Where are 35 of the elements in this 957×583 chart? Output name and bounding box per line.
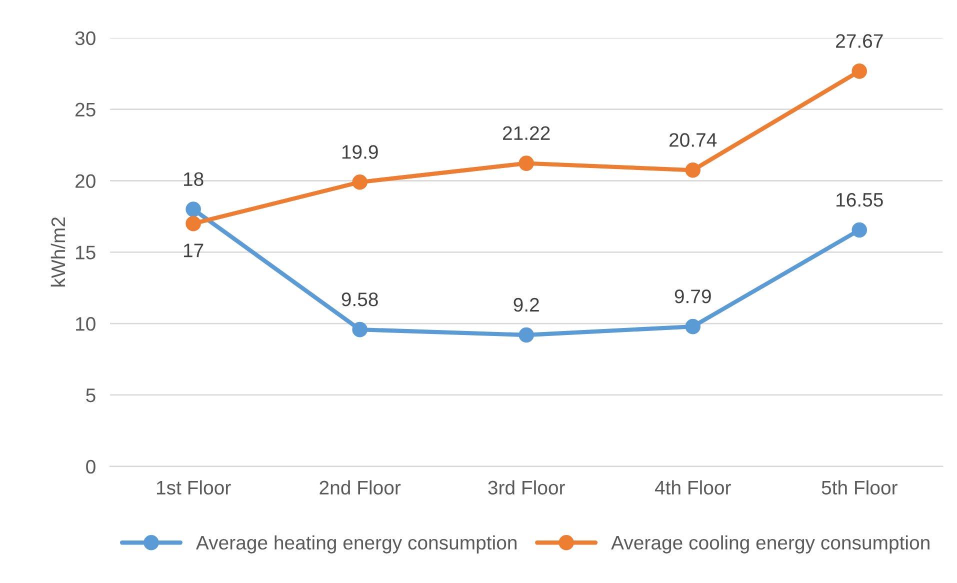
y-tick-label: 25 (76, 102, 96, 117)
point (352, 322, 368, 338)
data-label: 27.67 (836, 34, 883, 48)
point (685, 318, 701, 334)
y-tick-label: 15 (76, 246, 96, 260)
point (685, 162, 701, 178)
data-label: 19.9 (342, 145, 378, 159)
x-tick-label: 1st Floor (156, 480, 231, 495)
data-label: 9.79 (674, 290, 711, 304)
data-label: 9.2 (514, 298, 539, 312)
y-tick-label: 30 (75, 31, 96, 46)
legend-label: Average cooling energy consumption (611, 535, 930, 554)
point (186, 202, 201, 217)
data-label: 20.74 (670, 133, 717, 147)
x-tick-label: 4th Floor (654, 480, 731, 495)
y-tick-label: 20 (76, 174, 96, 188)
data-label: 21.22 (503, 126, 550, 140)
data-label: 9.58 (342, 292, 378, 306)
point (186, 216, 201, 232)
x-tick-label: 3rd Floor (488, 480, 565, 495)
point (852, 64, 868, 79)
y-tick-label: 10 (76, 317, 96, 331)
x-tick-label: 5th Floor (822, 480, 898, 495)
data-label: 17 (184, 244, 204, 258)
point (518, 327, 534, 343)
point (852, 222, 868, 238)
point (518, 156, 534, 171)
x-tick-label: 2nd Floor (320, 480, 401, 495)
y-axis-title: kWh/m2 (50, 217, 66, 286)
point (352, 174, 368, 190)
data-label: 18 (184, 172, 204, 186)
y-tick-label: 5 (86, 388, 96, 402)
y-tick-label: 0 (86, 460, 96, 474)
data-label: 16.55 (836, 192, 883, 207)
legend-label: Average heating energy consumption (196, 535, 516, 554)
